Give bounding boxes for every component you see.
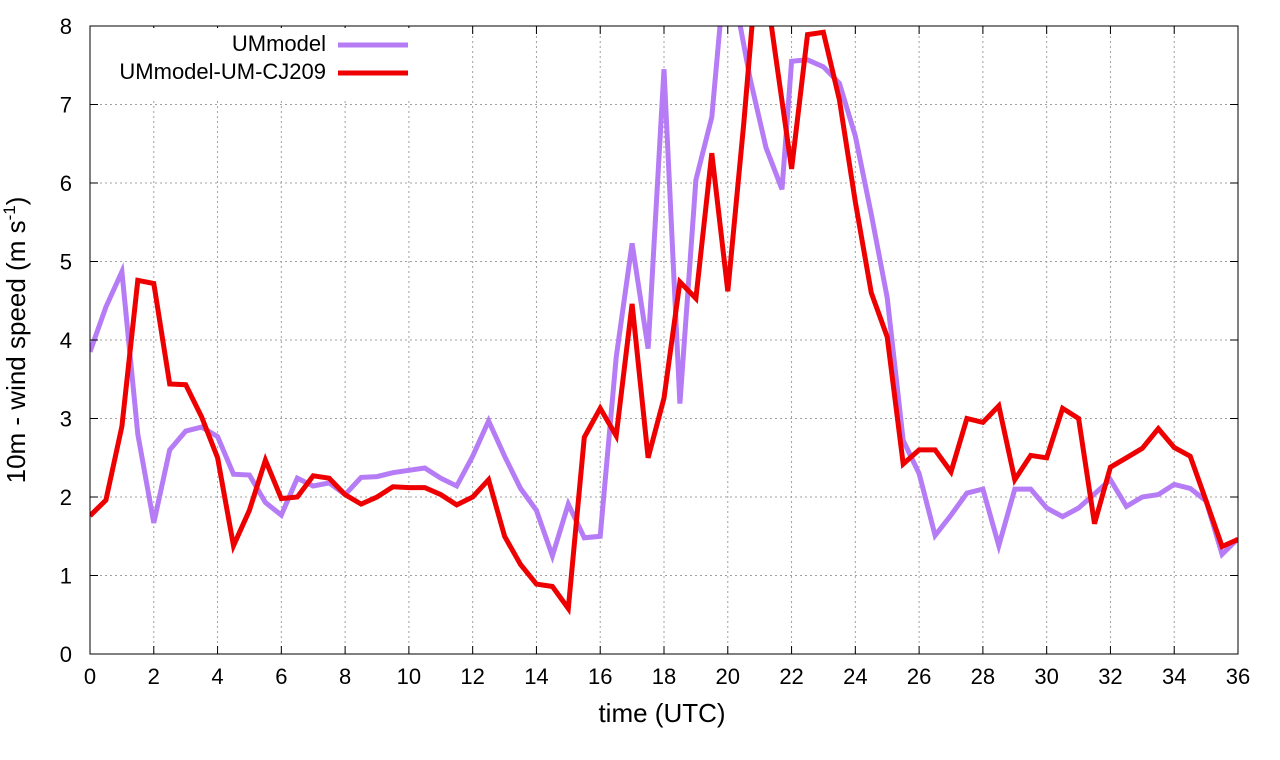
series-layer <box>90 26 1238 616</box>
legend-label-ummodel: UMmodel <box>232 31 326 56</box>
y-tick-label-5: 5 <box>60 250 72 275</box>
x-tick-label-34: 34 <box>1162 664 1186 689</box>
y-tick-label-3: 3 <box>60 407 72 432</box>
y-axis-title-superscript: -1 <box>0 205 19 220</box>
x-tick-label-24: 24 <box>843 664 867 689</box>
x-tick-label-26: 26 <box>907 664 931 689</box>
x-tick-label-8: 8 <box>339 664 351 689</box>
x-tick-label-32: 32 <box>1098 664 1122 689</box>
y-axis-title-end: ) <box>1 197 31 206</box>
x-axis-title: time (UTC) <box>598 698 725 728</box>
x-tick-labels: 0 2 4 6 8 10 12 14 16 18 20 22 24 26 28 30 32 34 36 <box>84 664 1250 689</box>
x-tick-label-0: 0 <box>84 664 96 689</box>
x-tick-label-6: 6 <box>275 664 287 689</box>
legend: UMmodel UMmodel-UM-CJ209 <box>92 28 418 100</box>
x-tick-label-18: 18 <box>652 664 676 689</box>
y-axis-title-main: 10m - wind speed (m s <box>1 220 31 483</box>
y-tick-label-6: 6 <box>60 171 72 196</box>
x-tick-label-36: 36 <box>1226 664 1250 689</box>
series-line-ummodel <box>90 26 1238 564</box>
series-line-ummodel-um-cj209 <box>90 26 1238 616</box>
y-tick-label-2: 2 <box>60 485 72 510</box>
y-tick-label-1: 1 <box>60 564 72 589</box>
x-tick-label-20: 20 <box>716 664 740 689</box>
x-tick-label-4: 4 <box>211 664 223 689</box>
x-tick-label-16: 16 <box>588 664 612 689</box>
y-tick-label-4: 4 <box>60 328 72 353</box>
x-tick-label-2: 2 <box>148 664 160 689</box>
x-tick-label-30: 30 <box>1034 664 1058 689</box>
x-tick-label-28: 28 <box>971 664 995 689</box>
x-tick-label-12: 12 <box>460 664 484 689</box>
x-tick-label-10: 10 <box>397 664 421 689</box>
y-axis-title: 10m - wind speed (m s-1) <box>0 197 31 484</box>
y-tick-labels: 0 1 2 3 4 5 6 7 8 <box>60 14 72 667</box>
x-tick-label-22: 22 <box>779 664 803 689</box>
y-tick-label-7: 7 <box>60 93 72 118</box>
legend-background <box>92 28 418 100</box>
y-tick-label-0: 0 <box>60 642 72 667</box>
legend-label-ummodel-um-cj209: UMmodel-UM-CJ209 <box>119 59 326 84</box>
x-tick-label-14: 14 <box>524 664 548 689</box>
y-tick-label-8: 8 <box>60 14 72 39</box>
